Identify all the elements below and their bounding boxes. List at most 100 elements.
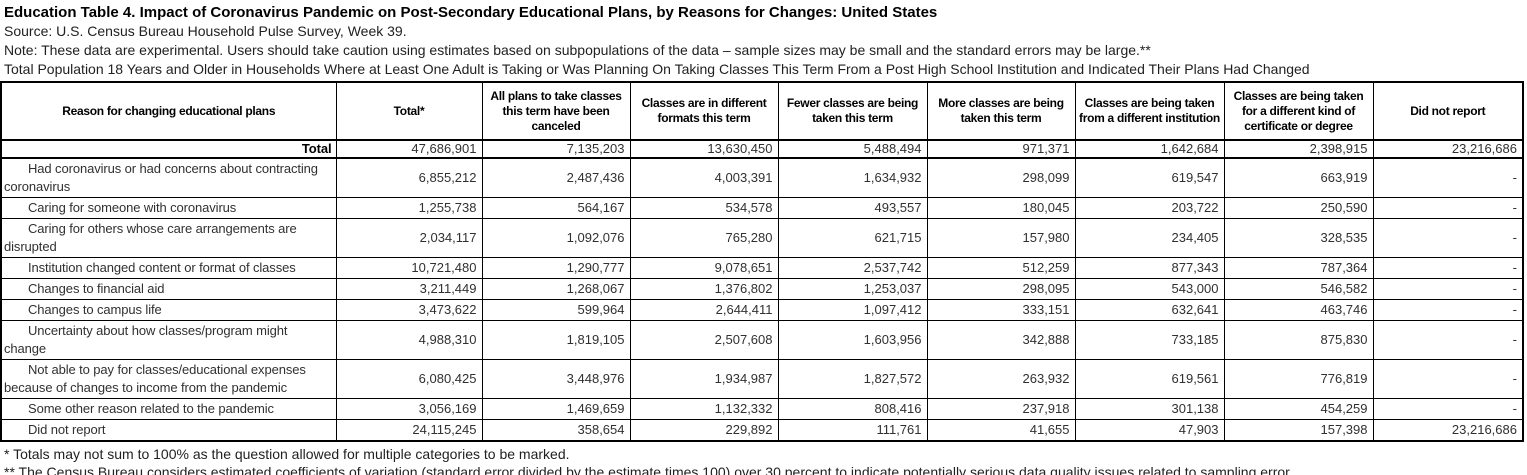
cell-value: 47,903 xyxy=(1074,419,1225,442)
cell-value: 4,003,391 xyxy=(629,157,779,198)
column-header: Classes are being taken from a different… xyxy=(1074,81,1225,141)
cell-value: 157,398 xyxy=(1223,419,1374,442)
row-label: Changes to financial aid xyxy=(0,278,337,300)
table-row: Changes to campus life 3,473,622 599,964 2,… xyxy=(0,299,1524,321)
cell-value: 599,964 xyxy=(481,299,631,321)
cell-value: 6,080,425 xyxy=(335,359,483,399)
cell-value: 111,761 xyxy=(777,419,928,442)
cell-value: 47,686,901 xyxy=(335,139,483,159)
subtitle-line: Total Population 18 Years and Older in H… xyxy=(4,61,1310,77)
cell-value: 358,654 xyxy=(481,419,631,442)
cell-value: 1,934,987 xyxy=(629,359,779,399)
cell-value: 328,535 xyxy=(1223,218,1374,258)
footnotes-block: * Totals may not sum to 100% as the ques… xyxy=(0,445,1527,475)
cell-value: 7,135,203 xyxy=(481,139,631,159)
cell-value: 1,092,076 xyxy=(481,218,631,258)
cell-value: 564,167 xyxy=(481,197,631,219)
cell-value: 493,557 xyxy=(777,197,928,219)
table-row: Institution changed content or format of… xyxy=(0,257,1524,279)
row-label: Had coronavirus or had concerns about co… xyxy=(0,157,337,198)
row-label: Uncertainty about how classes/program mi… xyxy=(0,320,337,360)
table-row: Caring for someone with coronavirus 1,255… xyxy=(0,197,1524,219)
cell-value: 203,722 xyxy=(1074,197,1225,219)
note-line: Note: These data are experimental. Users… xyxy=(4,42,1151,58)
cell-value: 2,487,436 xyxy=(481,157,631,198)
cell-value: 463,746 xyxy=(1223,299,1374,321)
row-label: Some other reason related to the pandemi… xyxy=(0,398,337,420)
cell-value: 13,630,450 xyxy=(629,139,779,159)
cell-value: 2,644,411 xyxy=(629,299,779,321)
column-header: Fewer classes are being taken this term xyxy=(777,81,928,141)
cell-value: 971,371 xyxy=(926,139,1076,159)
cell-value: 180,045 xyxy=(926,197,1076,219)
cell-value: 237,918 xyxy=(926,398,1076,420)
cell-value: 3,448,976 xyxy=(481,359,631,399)
row-label: Changes to campus life xyxy=(0,299,337,321)
table-row: Changes to financial aid 3,211,449 1,268,0… xyxy=(0,278,1524,300)
cell-value: 10,721,480 xyxy=(335,257,483,279)
table-row: Uncertainty about how classes/program mi… xyxy=(0,320,1524,360)
cell-value: - xyxy=(1372,218,1524,258)
cell-value: 2,507,608 xyxy=(629,320,779,360)
header-row: Reason for changing educational plans Tot… xyxy=(0,81,1524,141)
cell-value: 9,078,651 xyxy=(629,257,779,279)
cell-value: 6,855,212 xyxy=(335,157,483,198)
cell-value: 2,537,742 xyxy=(777,257,928,279)
cell-value: 1,376,802 xyxy=(629,278,779,300)
column-header: Did not report xyxy=(1372,81,1524,141)
cell-value: 301,138 xyxy=(1074,398,1225,420)
cell-value: 41,655 xyxy=(926,419,1076,442)
cell-value: 23,216,686 xyxy=(1372,419,1524,442)
cell-value: 1,819,105 xyxy=(481,320,631,360)
cell-value: 2,398,915 xyxy=(1223,139,1374,159)
cell-value: 632,641 xyxy=(1074,299,1225,321)
cell-value: - xyxy=(1372,398,1524,420)
cell-value: 619,561 xyxy=(1074,359,1225,399)
cell-value: 877,343 xyxy=(1074,257,1225,279)
cell-value: 1,097,412 xyxy=(777,299,928,321)
page-title: Education Table 4. Impact of Coronavirus… xyxy=(4,4,938,21)
cell-value: 157,980 xyxy=(926,218,1076,258)
row-label: Institution changed content or format of… xyxy=(0,257,337,279)
cell-value: 333,151 xyxy=(926,299,1076,321)
cell-value: 234,405 xyxy=(1074,218,1225,258)
cell-value: - xyxy=(1372,257,1524,279)
column-header: Classes are in different formats this te… xyxy=(629,81,779,141)
cell-value: 298,099 xyxy=(926,157,1076,198)
source-line: Source: U.S. Census Bureau Household Pul… xyxy=(4,23,407,39)
row-label: Caring for someone with coronavirus xyxy=(0,197,337,219)
cell-value: - xyxy=(1372,157,1524,198)
cell-value: 24,115,245 xyxy=(335,419,483,442)
cell-value: 5,488,494 xyxy=(777,139,928,159)
footnote: * Totals may not sum to 100% as the ques… xyxy=(4,446,570,462)
cell-value: 1,290,777 xyxy=(481,257,631,279)
table-row: Had coronavirus or had concerns about co… xyxy=(0,157,1524,198)
cell-value: - xyxy=(1372,299,1524,321)
cell-value: - xyxy=(1372,197,1524,219)
table-body: Total 47,686,901 7,135,203 13,630,450 5,488,… xyxy=(0,139,1524,442)
cell-value: 229,892 xyxy=(629,419,779,442)
cell-value: 250,590 xyxy=(1223,197,1374,219)
cell-value: 1,827,572 xyxy=(777,359,928,399)
education-table: Reason for changing educational plans Tot… xyxy=(0,81,1524,442)
column-header: More classes are being taken this term xyxy=(926,81,1076,141)
cell-value: 787,364 xyxy=(1223,257,1374,279)
cell-value: 1,132,332 xyxy=(629,398,779,420)
table-row: Total 47,686,901 7,135,203 13,630,450 5,488,… xyxy=(0,139,1524,159)
cell-value: 534,578 xyxy=(629,197,779,219)
footnote: ** The Census Bureau considers estimated… xyxy=(4,464,1293,475)
cell-value: 4,988,310 xyxy=(335,320,483,360)
cell-value: 546,582 xyxy=(1223,278,1374,300)
cell-value: - xyxy=(1372,320,1524,360)
header-block: Education Table 4. Impact of Coronavirus… xyxy=(0,0,1527,79)
column-header: Classes are being taken for a different … xyxy=(1223,81,1374,141)
cell-value: 1,634,932 xyxy=(777,157,928,198)
cell-value: 298,095 xyxy=(926,278,1076,300)
row-label: Did not report xyxy=(0,419,337,442)
cell-value: 1,268,067 xyxy=(481,278,631,300)
cell-value: 3,473,622 xyxy=(335,299,483,321)
cell-value: 543,000 xyxy=(1074,278,1225,300)
cell-value: 342,888 xyxy=(926,320,1076,360)
cell-value: 621,715 xyxy=(777,218,928,258)
cell-value: - xyxy=(1372,359,1524,399)
